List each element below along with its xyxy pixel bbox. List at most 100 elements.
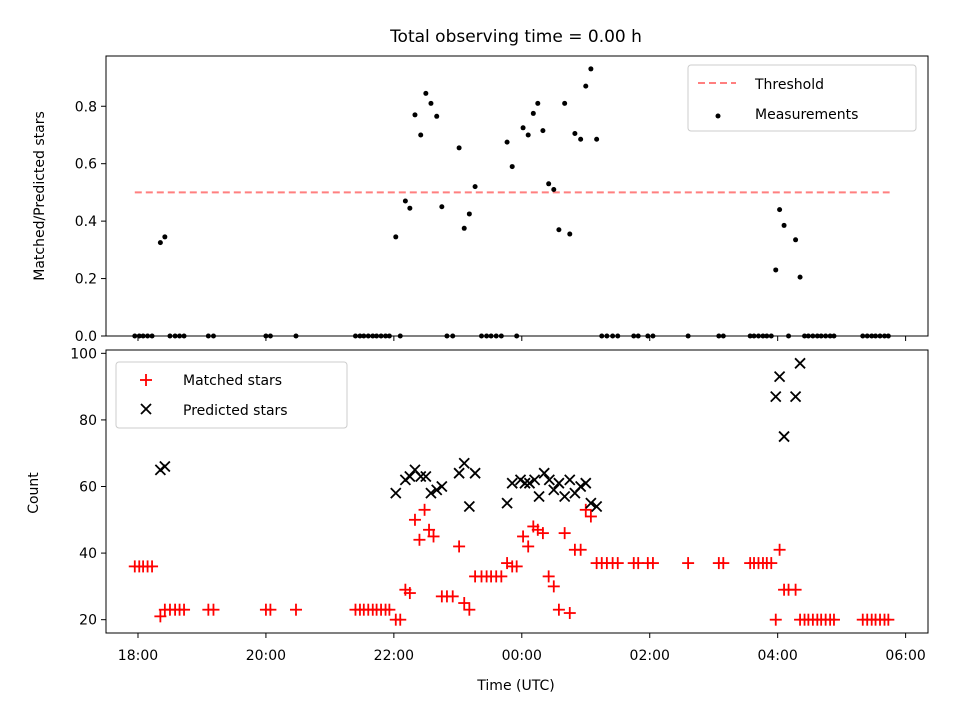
measurement-point (393, 234, 399, 240)
measurement-point (509, 164, 515, 170)
top-y-tick-label: 0.6 (75, 157, 97, 173)
predicted-star-point (519, 477, 531, 489)
bottom-y-tick-label: 60 (79, 480, 97, 496)
bottom-x-tick-label: 20:00 (246, 648, 286, 664)
top-y-tick-label: 0.0 (75, 329, 97, 345)
matched-star-point (547, 580, 560, 593)
bottom-axes-frame (105, 349, 929, 634)
measurement-point (777, 207, 783, 213)
predicted-star-point (794, 357, 806, 369)
matched-star-point (146, 560, 159, 573)
top-y-axis: 0.0 0.2 0.4 0.6 0.8 (75, 99, 106, 345)
predicted-star-point (543, 474, 555, 486)
predicted-star-point (533, 490, 545, 503)
measurement-point (428, 100, 434, 106)
bottom-x-axis: 18:00 20:00 22:00 00:00 02:00 04:00 06:00 (118, 633, 926, 664)
measurement-point (418, 132, 424, 138)
matched-star-point (418, 503, 431, 516)
threshold-legend-label: Threshold (754, 77, 824, 93)
top-legend: Threshold Measurements (687, 64, 917, 132)
measurement-point (583, 83, 589, 89)
matched-stars-legend-label: Matched stars (183, 373, 282, 389)
matched-star-point (579, 503, 592, 516)
predicted-star-point (548, 484, 560, 496)
matched-star-point (510, 560, 523, 573)
predicted-star-point (553, 477, 565, 489)
measurement-point (594, 136, 600, 142)
matched-star-point (536, 527, 549, 540)
matched-star-point (517, 530, 530, 543)
predicted-star-point (420, 470, 432, 483)
bottom-legend: Matched stars Predicted stars (115, 361, 348, 429)
bottom-y-tick-label: 20 (79, 613, 97, 629)
bottom-y-tick-label: 40 (79, 546, 97, 562)
predicted-star-point (415, 470, 427, 483)
predicted-star-point (523, 477, 536, 489)
predicted-star-point (458, 457, 470, 469)
measurement-point (567, 231, 573, 237)
matched-star-point (646, 557, 659, 570)
measurement-point (472, 184, 478, 190)
predicted-star-point (453, 467, 465, 479)
bottom-y-axis: 20 40 60 80 100 (70, 346, 106, 629)
predicted-star-point (773, 370, 786, 383)
bottom-plot-area (128, 357, 895, 626)
bottom-y-tick-label: 100 (70, 346, 97, 362)
matched-star-point (178, 603, 191, 616)
matched-star-point (207, 603, 220, 616)
matched-star-point (453, 540, 466, 553)
matched-star-point (522, 540, 535, 553)
measurement-point (797, 274, 803, 280)
bottom-y-tick-label: 80 (79, 413, 97, 429)
measurement-point (562, 100, 568, 106)
matched-star-point (423, 523, 436, 536)
matched-star-point (403, 587, 416, 600)
predicted-star-point (789, 390, 802, 403)
predicted-stars-legend-label: Predicted stars (183, 403, 288, 419)
bottom-x-axis-label: Time (UTC) (476, 678, 554, 694)
matched-star-point (717, 557, 730, 570)
matched-star-point (394, 613, 407, 626)
measurement-point (556, 227, 562, 233)
matched-star-point (413, 533, 426, 546)
matched-star-point (789, 583, 802, 596)
predicted-star-point (506, 477, 518, 489)
matched-star-point (558, 527, 571, 540)
predicted-star-point (390, 487, 402, 499)
top-x-axis (137, 336, 907, 341)
measurement-point (439, 204, 445, 210)
matched-star-point (584, 510, 597, 523)
measurement-point (781, 222, 787, 228)
predicted-star-point (575, 480, 587, 493)
measurement-point (412, 112, 418, 118)
predicted-star-point (463, 500, 475, 513)
bottom-panel: 20 40 60 80 100 18:00 20:00 22:00 00:00 02:00 04:… (26, 346, 929, 694)
measurement-point (466, 211, 472, 217)
matched-star-point (289, 603, 302, 616)
chart-title: Total observing time = 0.00 h (389, 27, 642, 47)
measurement-point (157, 240, 163, 246)
predicted-star-point (580, 477, 592, 489)
measurement-point (461, 225, 467, 231)
matched-star-point (827, 613, 840, 626)
matched-star-point (574, 543, 587, 556)
predicted-star-point (469, 467, 481, 479)
predicted-star-point (778, 430, 790, 443)
measurement-point (456, 145, 462, 151)
measurement-point (578, 136, 584, 142)
predicted-star-point (425, 487, 437, 499)
matched-star-point (458, 597, 471, 610)
measurement-point (551, 187, 557, 193)
predicted-star-point (528, 474, 541, 486)
predicted-star-point (564, 474, 576, 486)
bottom-x-tick-label: 02:00 (630, 648, 670, 664)
matched-star-point (495, 570, 508, 583)
predicted-star-point (770, 390, 782, 403)
matched-star-point (682, 557, 695, 570)
matched-star-point (611, 557, 624, 570)
measurement-point (402, 198, 408, 204)
measurement-point (407, 205, 413, 211)
predicted-star-point (404, 470, 416, 483)
matched-star-point (383, 603, 396, 616)
predicted-star-point (501, 497, 513, 509)
